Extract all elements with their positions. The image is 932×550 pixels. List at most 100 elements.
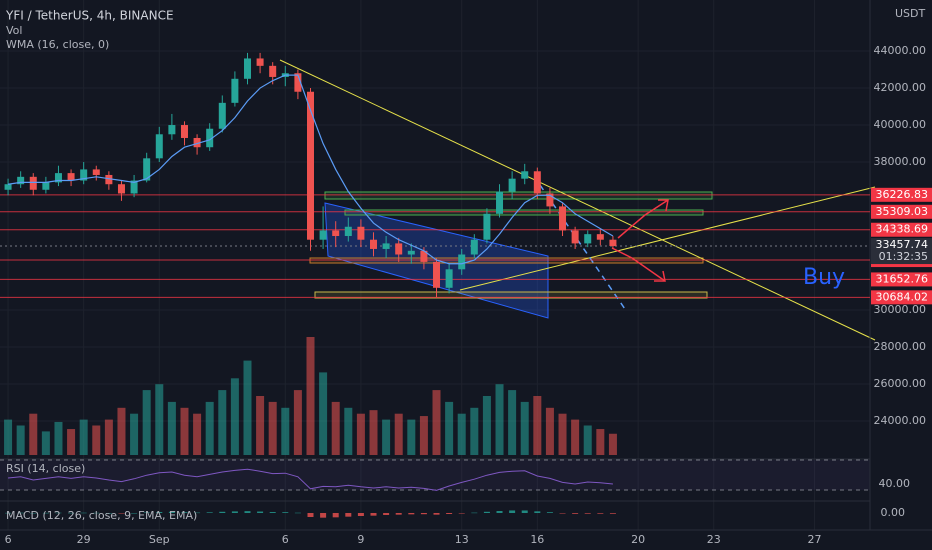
candle-body <box>29 176 37 190</box>
x-tick-label: 9 <box>357 533 364 546</box>
volume-bar <box>230 378 239 455</box>
volume-bar <box>356 413 365 455</box>
zone-box <box>324 191 713 200</box>
rsi-tick-label: 40.00 <box>879 477 911 490</box>
macd-legend: MACD (12, 26, close, 9, EMA, EMA) <box>6 509 197 522</box>
candle-body <box>533 171 541 194</box>
macd-bar <box>93 512 100 514</box>
macd-bar <box>584 513 591 514</box>
chart-title: YFI / TetherUS, 4h, BINANCE <box>5 9 174 23</box>
volume-bar <box>331 401 340 455</box>
macd-bar <box>30 512 37 514</box>
candle-body <box>483 213 491 240</box>
volume-bar <box>92 425 101 455</box>
countdown: 01:32:35 <box>879 250 928 263</box>
candle-body <box>4 184 12 190</box>
rsi-legend: RSI (14, close) <box>6 462 85 475</box>
volume-bar <box>508 390 517 455</box>
volume-bar <box>293 390 302 455</box>
volume-bar <box>243 360 252 455</box>
y-tick-label: 40000.00 <box>874 118 927 131</box>
candle-body <box>445 269 453 288</box>
macd-bar <box>408 513 415 515</box>
macd-bar <box>55 512 62 514</box>
arrow-head <box>658 199 669 212</box>
candle-body <box>458 254 466 270</box>
volume-bar <box>470 407 479 455</box>
macd-bar <box>509 510 516 513</box>
candle-body <box>420 250 428 262</box>
macd-bar <box>269 512 276 513</box>
last-price-label: 33457.74 <box>876 238 929 251</box>
candle-body <box>17 176 25 185</box>
level-tag <box>871 290 932 305</box>
candle-body <box>596 234 604 240</box>
volume-bar <box>319 372 328 455</box>
macd-bar <box>194 512 201 514</box>
macd-bar <box>257 511 264 513</box>
candle-body <box>559 206 567 231</box>
volume-bar <box>571 419 580 455</box>
candle-body <box>256 58 264 66</box>
volume-bar <box>180 407 189 455</box>
y-tick-label: 28000.00 <box>874 340 927 353</box>
marks <box>0 52 870 518</box>
volume-bar <box>432 390 441 455</box>
x-tick-label: 23 <box>707 533 721 546</box>
macd-bar <box>42 512 49 514</box>
volume-bar <box>67 429 76 455</box>
candle-body <box>332 230 340 237</box>
trend-line <box>459 186 876 291</box>
candle-body <box>508 178 516 192</box>
arrow-head <box>654 270 666 282</box>
candle-body <box>344 226 352 237</box>
macd-bar <box>546 512 553 513</box>
volume-bar <box>268 401 277 455</box>
candle-body <box>218 102 226 129</box>
candle-body <box>180 125 188 138</box>
level-tag <box>871 272 932 287</box>
volume-bar <box>29 413 38 455</box>
level-tag-label: 35309.03 <box>876 205 929 218</box>
macd-bar <box>446 513 453 514</box>
volume-bar <box>155 384 164 455</box>
volume-bar <box>41 431 50 455</box>
macd-bar <box>156 512 163 513</box>
x-tick-label: 6 <box>282 533 289 546</box>
macd-bar <box>483 511 490 513</box>
candle-body <box>193 137 201 148</box>
wma-line <box>7 74 614 265</box>
candle-body <box>155 134 163 159</box>
macd-tick-label: 0.00 <box>881 506 906 519</box>
macd-bar <box>105 513 112 514</box>
candle-body <box>92 169 100 175</box>
volume-bar <box>54 421 63 455</box>
volume-bar <box>394 413 403 455</box>
candle-body <box>584 234 592 244</box>
y-tick-label: 26000.00 <box>874 377 927 390</box>
macd-bar <box>68 512 75 514</box>
zone-box <box>314 291 708 299</box>
volume-bar <box>205 401 214 455</box>
volume-bar <box>445 401 454 455</box>
last-price-tag <box>871 238 932 265</box>
volume-bar <box>369 410 378 455</box>
macd-bar <box>559 513 566 514</box>
candle-body <box>117 184 125 194</box>
candle-body <box>407 250 415 255</box>
volume-bar <box>520 401 529 455</box>
y-tick-label: 30000.00 <box>874 303 927 316</box>
volume-bar <box>4 419 13 455</box>
macd-bar <box>521 510 528 513</box>
macd-bar <box>471 512 478 514</box>
volume-bar <box>382 419 391 455</box>
candle-body <box>571 230 579 244</box>
level-tag <box>871 204 932 219</box>
volume-bar <box>193 413 202 455</box>
volume-bar <box>104 419 113 455</box>
candle-body <box>382 243 390 249</box>
candle-body <box>319 230 327 240</box>
candle-body <box>357 226 365 240</box>
